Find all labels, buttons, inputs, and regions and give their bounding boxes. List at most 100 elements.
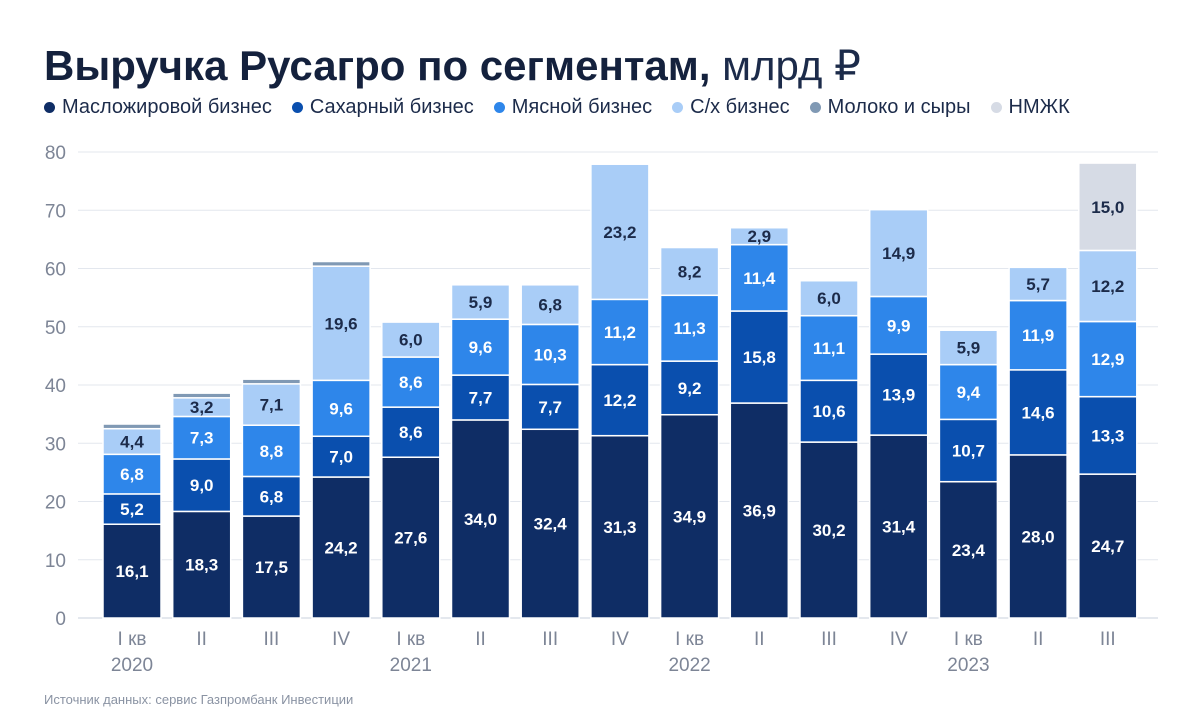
bar-value-label: 16,1: [115, 562, 148, 581]
bar-value-label: 8,2: [678, 262, 702, 281]
y-tick-label: 50: [45, 318, 66, 339]
bar-segment-oil: [729, 402, 790, 619]
bar-segment-oil: [659, 413, 720, 619]
x-tick-label: II: [475, 629, 486, 650]
bar-value-label: 10,6: [812, 402, 845, 421]
legend: Масложировой бизнес Сахарный бизнес Мясной…: [44, 96, 1070, 119]
bar-segment-meat: [938, 363, 999, 421]
year-label: 2023: [947, 655, 989, 676]
year-label: 2022: [668, 655, 710, 676]
bar-value-label: 13,3: [1091, 426, 1124, 445]
bar-value-label: 6,8: [538, 296, 562, 315]
legend-item-agri: С/х бизнес: [672, 96, 790, 119]
bar-value-label: 36,9: [743, 502, 776, 521]
legend-item-oil: Масложировой бизнес: [44, 96, 272, 119]
bar-segment-sugar: [102, 493, 162, 525]
bar-value-label: 13,9: [882, 386, 915, 405]
bar-value-label: 11,3: [674, 319, 706, 338]
bar-segment-meat: [799, 314, 859, 382]
bar-segment-agri: [102, 427, 162, 456]
y-tick-label: 20: [45, 493, 66, 514]
bar-value-label: 23,2: [603, 223, 636, 242]
bar-segment-oil: [1078, 473, 1138, 619]
bar-value-label: 6,0: [817, 289, 841, 308]
bar-segment-meat: [381, 356, 441, 408]
bar-segment-sugar: [450, 374, 511, 421]
bar-segment-meat: [1008, 299, 1068, 371]
bar-value-label: 9,6: [469, 338, 493, 357]
bar-segment-meat: [102, 453, 162, 495]
bar-segment-agri: [590, 163, 650, 301]
bar-segment-sugar: [311, 435, 371, 478]
bar-value-label: 24,7: [1091, 537, 1124, 556]
bar-value-label: 10,7: [952, 442, 985, 461]
bar-segment-sugar: [590, 363, 650, 437]
page-title: Выручка Русагро по сегментам, млрд ₽: [44, 40, 861, 92]
bar-value-label: 5,9: [957, 338, 981, 357]
bar-segment-agri: [450, 284, 511, 320]
bar-value-label: 7,0: [329, 448, 353, 467]
bar-value-label: 7,7: [469, 389, 493, 408]
bar-value-label: 11,4: [743, 269, 776, 288]
x-tick-label: II: [196, 629, 207, 650]
x-tick-label: I кв: [118, 629, 147, 650]
bar-segment-sugar: [799, 379, 859, 443]
x-tick-label: III: [821, 629, 837, 650]
legend-label: Масложировой бизнес: [62, 96, 272, 118]
x-tick-label: III: [263, 629, 279, 650]
bar-segment-dairy: [311, 260, 371, 267]
bar-value-label: 7,7: [538, 398, 562, 417]
x-tick-label: II: [1033, 629, 1044, 650]
bar-value-label: 10,3: [534, 345, 567, 364]
y-tick-label: 10: [45, 551, 66, 572]
bar-value-label: 15,0: [1091, 198, 1124, 217]
bar-value-label: 27,6: [394, 529, 427, 548]
bar-value-label: 7,1: [260, 396, 284, 415]
bar-segment-oil: [799, 441, 859, 619]
bar-value-label: 5,2: [120, 500, 144, 519]
bar-segment-sugar: [1078, 395, 1138, 475]
x-tick-label: IV: [611, 629, 629, 650]
bar-value-label: 6,8: [120, 465, 144, 484]
bar-value-label: 17,5: [255, 558, 288, 577]
bar-segment-agri: [799, 279, 859, 317]
bar-value-label: 5,7: [1026, 275, 1050, 294]
chart-title: Выручка Русагро по сегментам,: [44, 42, 711, 89]
bar-segment-sugar: [241, 475, 302, 517]
bar-segment-oil: [590, 434, 650, 619]
bar-value-label: 12,2: [603, 391, 636, 410]
y-tick-label: 40: [45, 376, 66, 397]
legend-swatch-nmzhk: [990, 102, 1002, 113]
bar-value-label: 32,4: [534, 515, 568, 534]
bar-segment-sugar: [1008, 369, 1068, 456]
y-tick-label: 0: [55, 609, 66, 630]
legend-label: Сахарный бизнес: [309, 96, 474, 118]
bar-segment-sugar: [868, 353, 929, 436]
bar-value-label: 14,9: [882, 244, 915, 263]
x-tick-label: IV: [332, 629, 350, 650]
bar-value-label: 7,3: [190, 429, 214, 448]
bar-value-label: 24,2: [325, 539, 358, 558]
bar-segment-oil: [938, 480, 999, 619]
bar-segment-agri: [868, 208, 929, 298]
bar-value-label: 9,0: [190, 476, 214, 495]
chart-unit: млрд ₽: [722, 42, 861, 89]
x-tick-label: III: [1100, 629, 1116, 650]
bar-value-label: 11,2: [604, 323, 636, 342]
bar-segment-dairy: [241, 378, 302, 385]
bar-segment-meat: [311, 379, 371, 438]
x-tick-label: IV: [890, 629, 908, 650]
bar-segment-meat: [659, 294, 720, 362]
bar-value-label: 5,9: [469, 293, 493, 312]
legend-item-sugar: Сахарный бизнес: [291, 96, 474, 119]
bar-value-label: 8,8: [260, 442, 284, 461]
bar-value-label: 9,4: [957, 383, 981, 402]
bar-segment-agri: [1008, 266, 1068, 302]
bar-value-label: 11,9: [1022, 326, 1054, 345]
bar-segment-oil: [450, 419, 511, 619]
bar-segment-agri: [381, 321, 441, 358]
bar-segment-oil: [868, 434, 929, 619]
source-note: Источник данных: сервис Газпромбанк Инве…: [44, 692, 354, 707]
bar-value-label: 18,3: [185, 556, 218, 575]
